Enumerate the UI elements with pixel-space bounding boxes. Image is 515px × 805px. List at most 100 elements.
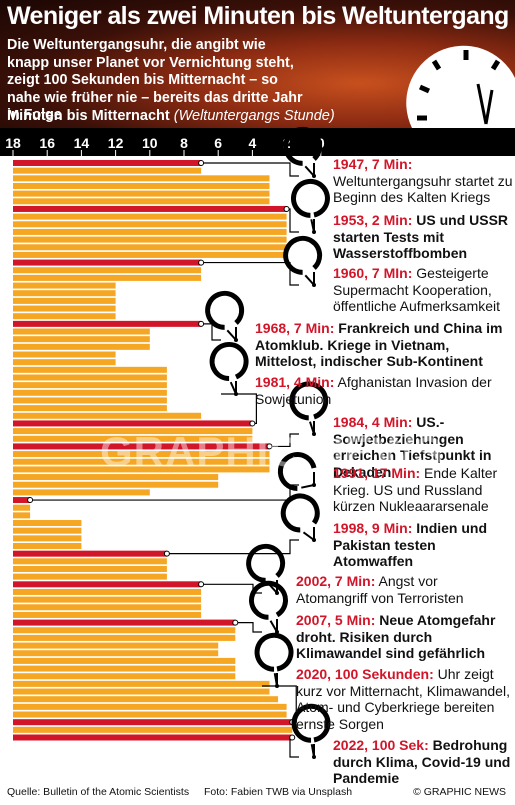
event-description: Gesteigerte Supermacht Kooperation, öffe… bbox=[333, 265, 501, 314]
bar-2009 bbox=[13, 634, 236, 641]
leader-line-1998 bbox=[166, 539, 299, 555]
bar-1971 bbox=[13, 343, 150, 350]
bar-1968 bbox=[13, 320, 202, 327]
bar-2003 bbox=[13, 588, 202, 595]
event-1984: 1984, 4 Min: US.-Sowjetbeziehungen errei… bbox=[333, 414, 513, 480]
bar-1986 bbox=[13, 458, 270, 465]
leader-line-1968 bbox=[201, 323, 221, 341]
event-description: Neue Atomgefahr droht. Risiken durch Kli… bbox=[296, 612, 496, 661]
clock-center-1968 bbox=[234, 338, 238, 342]
leader-dot-2002 bbox=[198, 581, 205, 588]
footer-photo-credit: Foto: Fabien TWB via Unsplash bbox=[204, 786, 353, 798]
bar-1984 bbox=[13, 443, 270, 450]
bar-1960 bbox=[13, 259, 202, 266]
event-year-label: 2022, 100 Sek: bbox=[333, 737, 429, 753]
bar-2015 bbox=[13, 680, 270, 687]
bar-1962 bbox=[13, 274, 202, 281]
clock-arc-1947 bbox=[283, 126, 323, 166]
clock-minute-hand-1991 bbox=[301, 484, 315, 489]
footer-source: Quelle: Bulletin of the Atomic Scientist… bbox=[7, 786, 190, 798]
leader-dot-1953 bbox=[283, 205, 290, 212]
bar-1998 bbox=[13, 550, 167, 557]
bar-1977 bbox=[13, 389, 167, 396]
clock-center-2020 bbox=[275, 684, 279, 688]
bar-2013 bbox=[13, 665, 236, 672]
bar-1947 bbox=[13, 160, 202, 166]
clock-minute-hand-1998 bbox=[302, 531, 315, 541]
bar-1997 bbox=[13, 543, 82, 549]
bar-2004 bbox=[13, 596, 202, 603]
bar-1954 bbox=[13, 213, 287, 220]
clock-arc-1960 bbox=[283, 235, 323, 275]
bar-1974 bbox=[13, 366, 167, 373]
leader-dot-1998 bbox=[163, 550, 170, 557]
page-subtitle: Die Weltuntergangsuhr, die angibt wie kn… bbox=[7, 37, 303, 123]
event-year-label: 1981, 4 Min: bbox=[255, 374, 335, 390]
clock-minute-hand-1968 bbox=[226, 329, 237, 341]
x-tick-label: 6 bbox=[214, 135, 222, 151]
clock-arc-1981 bbox=[209, 341, 249, 381]
bar-1952 bbox=[13, 198, 270, 205]
leader-line-1981 bbox=[221, 393, 257, 425]
bar-1982 bbox=[13, 428, 253, 435]
event-2002: 2002, 7 Min: Angst vor Atomangriff von T… bbox=[296, 573, 506, 606]
leader-dot-1960 bbox=[198, 259, 205, 266]
leader-line-1991 bbox=[30, 484, 299, 501]
clock-center-2022 bbox=[312, 755, 316, 759]
clock-minute-hand-1947 bbox=[304, 165, 315, 177]
clock-center-1947 bbox=[312, 174, 316, 178]
clock-arc-2002 bbox=[246, 543, 286, 583]
bar-1979 bbox=[13, 405, 167, 412]
bar-2008 bbox=[13, 627, 236, 634]
event-2020: 2020, 100 Sekunden: Uhr zeigt kurz vor M… bbox=[296, 666, 514, 732]
bar-1980 bbox=[13, 412, 202, 419]
bar-2012 bbox=[13, 657, 236, 664]
bar-2016 bbox=[13, 688, 270, 695]
x-axis-label: Minuten bis Mitternacht bbox=[7, 108, 170, 124]
bar-1981 bbox=[13, 420, 253, 427]
bar-1991 bbox=[13, 497, 31, 504]
bar-2020 bbox=[13, 719, 293, 726]
footer-brand: © GRAPHIC NEWS bbox=[413, 786, 506, 798]
doomsday-clock-icon bbox=[406, 45, 515, 128]
event-description: Frankreich und China im Atomklub. Kriege… bbox=[255, 320, 503, 369]
event-year-label: 1947, 7 Min: bbox=[333, 156, 413, 172]
bar-1956 bbox=[13, 228, 287, 235]
x-tick-label: 16 bbox=[39, 135, 55, 151]
bar-2019 bbox=[13, 711, 287, 718]
leader-line-2007 bbox=[235, 621, 262, 633]
bar-1948 bbox=[13, 167, 202, 174]
bar-1953 bbox=[13, 205, 287, 212]
x-tick-label: 10 bbox=[142, 135, 158, 151]
bar-1964 bbox=[13, 290, 116, 297]
bar-2001 bbox=[13, 573, 167, 580]
bar-2018 bbox=[13, 703, 287, 710]
bar-1967 bbox=[13, 313, 116, 320]
bar-2002 bbox=[13, 581, 202, 588]
page-title: Weniger als zwei Minuten bis Weltunterga… bbox=[7, 2, 509, 30]
bar-1951 bbox=[13, 190, 270, 197]
bar-1973 bbox=[13, 359, 116, 366]
x-axis-label-note: (Weltuntergangs Stunde) bbox=[173, 108, 335, 124]
event-year-label: 2020, 100 Sekunden: bbox=[296, 666, 434, 682]
event-year-label: 2007, 5 Min: bbox=[296, 612, 376, 628]
x-tick-label: 4 bbox=[249, 135, 257, 151]
event-1998: 1998, 9 Min: Indien und Pakistan testen … bbox=[333, 520, 513, 570]
event-1947: 1947, 7 Min: Weltuntergangsuhr startet z… bbox=[333, 156, 513, 206]
x-tick-label: 12 bbox=[108, 135, 124, 151]
bar-1975 bbox=[13, 374, 167, 381]
leader-dot-2022 bbox=[289, 734, 296, 741]
bar-2014 bbox=[13, 673, 236, 680]
event-description: Bedrohung durch Klima, Covid-19 und Pand… bbox=[333, 737, 511, 786]
bar-1992 bbox=[13, 504, 31, 511]
bar-2000 bbox=[13, 565, 167, 572]
clock-arc-1991 bbox=[277, 452, 317, 492]
event-year-label: 1998, 9 Min: bbox=[333, 520, 413, 536]
bar-2011 bbox=[13, 650, 219, 657]
bar-1966 bbox=[13, 305, 116, 312]
bar-1988 bbox=[13, 474, 219, 481]
bar-1965 bbox=[13, 297, 116, 304]
leader-dot-1984 bbox=[266, 443, 273, 450]
event-year-label: 1960, 7 MIn: bbox=[333, 265, 413, 281]
leader-line-1960 bbox=[201, 261, 299, 286]
